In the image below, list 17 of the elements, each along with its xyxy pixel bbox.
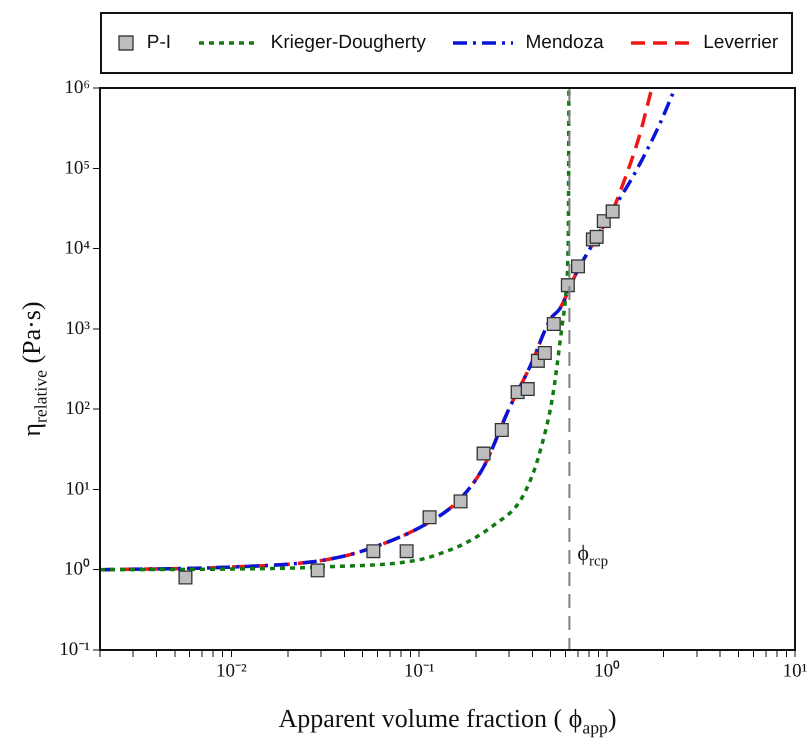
x-tick-label: 10¹ — [782, 660, 808, 682]
y-tick-label: 10³ — [65, 318, 90, 339]
y-tick-label: 10⁴ — [64, 238, 90, 259]
x-tick-label: 10⁻² — [216, 660, 247, 682]
y-tick-label: 10⁻¹ — [59, 638, 90, 660]
y-axis-title: ηrelative (Pa·s) — [17, 301, 50, 437]
y-tick-label: 10² — [65, 398, 90, 420]
legend-label: Mendoza — [525, 32, 604, 54]
y-tick-label: 10¹ — [65, 478, 90, 500]
y-tick-label: 10⁵ — [64, 157, 90, 178]
legend-label: P-I — [146, 32, 172, 54]
y-tick-label: 10⁰ — [64, 558, 90, 580]
legend-label: Krieger-Dougherty — [270, 32, 426, 54]
x-tick-label: 10⁻¹ — [404, 660, 435, 682]
y-tick-label: 10⁶ — [64, 76, 90, 98]
legend-label: Leverrier — [703, 32, 778, 54]
x-tick-label: 10⁰ — [594, 659, 620, 682]
